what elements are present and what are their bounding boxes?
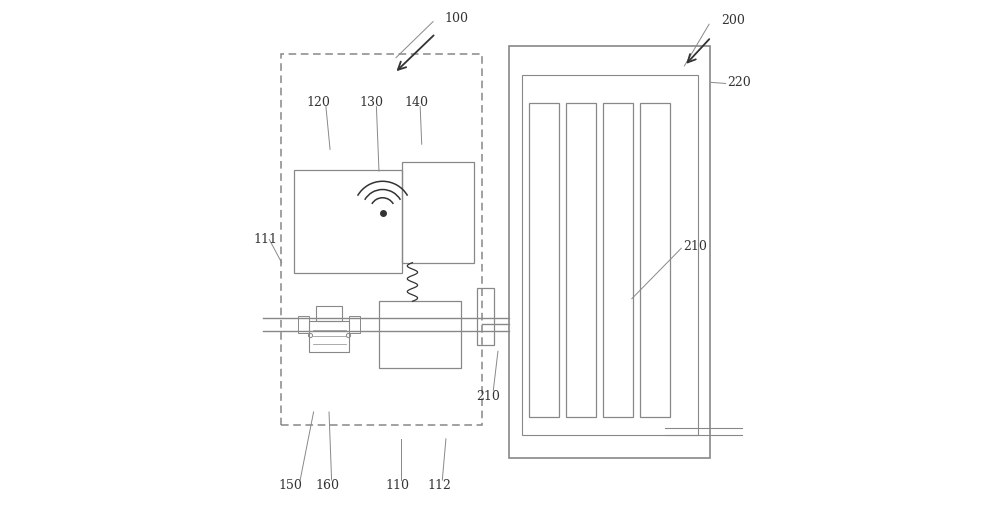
Bar <box>298 316 309 333</box>
Bar <box>529 103 559 417</box>
Text: 220: 220 <box>728 76 751 89</box>
Text: 120: 120 <box>307 96 331 110</box>
Text: 112: 112 <box>427 478 451 492</box>
Bar <box>316 306 342 321</box>
Bar <box>522 75 698 435</box>
Bar <box>477 288 494 345</box>
Bar <box>294 170 402 273</box>
Text: 110: 110 <box>385 478 409 492</box>
Bar <box>309 321 349 352</box>
Text: 100: 100 <box>445 11 469 25</box>
Text: 130: 130 <box>359 96 383 110</box>
Text: 111: 111 <box>254 233 278 246</box>
Bar <box>640 103 670 417</box>
Bar <box>603 103 633 417</box>
Bar <box>349 316 360 333</box>
Bar <box>402 162 474 263</box>
Bar <box>281 54 482 425</box>
Text: 210: 210 <box>476 390 500 403</box>
Bar <box>509 46 710 458</box>
Text: 160: 160 <box>315 478 339 492</box>
Bar <box>566 103 596 417</box>
Text: 210: 210 <box>683 239 707 253</box>
Bar <box>379 301 461 368</box>
Text: 200: 200 <box>721 14 745 27</box>
Text: 140: 140 <box>405 96 429 110</box>
Text: 150: 150 <box>278 478 302 492</box>
